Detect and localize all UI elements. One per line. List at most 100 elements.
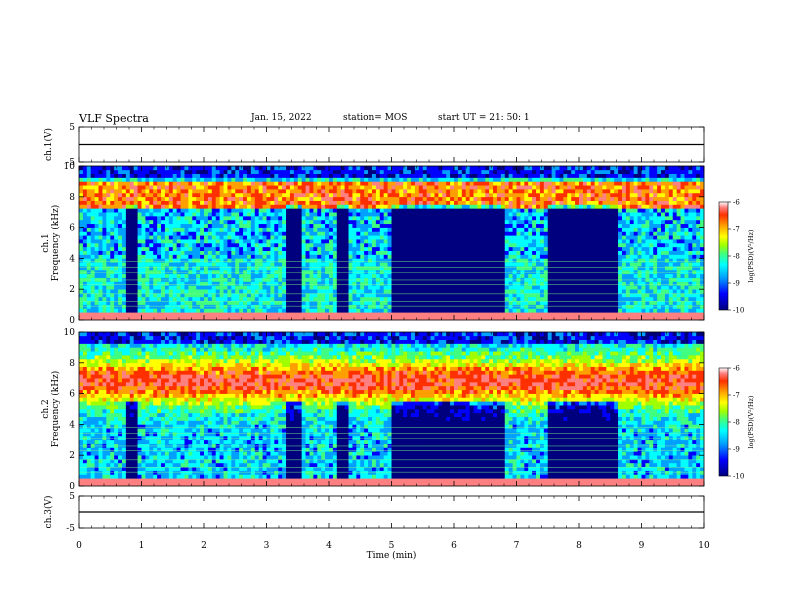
spectrogram-cell: [340, 273, 345, 278]
spectrogram-cell: [274, 250, 279, 255]
spectrogram-cell: [450, 293, 455, 298]
spectrogram-cell: [180, 231, 185, 236]
spectrogram-cell: [121, 258, 127, 263]
spectrogram-cell: [321, 239, 326, 244]
spectrogram-cell: [301, 219, 306, 225]
spectrogram-cell: [286, 250, 291, 255]
spectrogram-cell: [500, 273, 506, 278]
spectrogram-cell: [94, 169, 99, 174]
spectrogram-cell: [176, 235, 181, 240]
spectrogram-cell: [82, 289, 88, 294]
spectrogram-cell: [125, 166, 131, 171]
spectrogram-cell: [512, 300, 517, 305]
spectrogram-cell: [508, 173, 513, 178]
spectrogram-cell: [121, 189, 127, 194]
spectrogram-cell: [414, 258, 420, 263]
spectrogram-cell: [430, 227, 435, 232]
spectrogram-cell: [161, 250, 166, 255]
spectrogram-cell: [79, 262, 84, 267]
spectrogram-cell: [446, 231, 451, 236]
spectrogram-cell: [547, 296, 552, 302]
spectrogram-cell: [430, 308, 435, 313]
spectrogram-cell: [223, 219, 228, 225]
spectrogram-cell: [379, 219, 384, 225]
spectrogram-cell: [79, 296, 84, 302]
spectrogram-cell: [364, 231, 369, 236]
spectrogram-cell: [137, 312, 142, 317]
spectrogram-cell: [172, 227, 177, 232]
spectrogram-cell: [317, 177, 322, 182]
spectrogram-cell: [153, 204, 158, 209]
spectrogram-cell: [407, 266, 412, 271]
spectrogram-cell: [364, 296, 369, 302]
spectrogram-cell: [489, 204, 494, 209]
spectrogram-cell: [504, 316, 509, 321]
spectrogram-cell: [485, 227, 490, 232]
spectrogram-cell: [422, 316, 427, 321]
spectrogram-cell: [344, 208, 349, 213]
spectrogram-cell: [403, 223, 408, 228]
spectrogram-cell: [434, 239, 439, 244]
spectrogram-cell: [547, 273, 552, 278]
spectrogram-cell: [371, 308, 377, 313]
spectrogram-cell: [536, 312, 541, 317]
spectrogram-cell: [485, 219, 490, 225]
spectrogram-cell: [161, 316, 166, 321]
spectrogram-cell: [395, 285, 400, 290]
spectrogram-cell: [317, 304, 322, 309]
spectrogram-cell: [243, 304, 248, 309]
spectrogram-cell: [200, 243, 205, 248]
spectrogram-cell: [411, 239, 416, 244]
spectrogram-cell: [137, 173, 142, 178]
spectrogram-cell: [305, 243, 310, 248]
spectrogram-cell: [356, 204, 361, 209]
spectrogram-cell: [86, 308, 92, 313]
spectrogram-cell: [145, 189, 150, 194]
spectrogram-cell: [321, 243, 326, 248]
spectrogram-cell: [356, 239, 361, 244]
spectrogram-cell: [465, 219, 470, 225]
spectrogram-cell: [149, 185, 154, 190]
spectrogram-cell: [536, 204, 541, 209]
spectrogram-cell: [289, 231, 295, 236]
spectrogram-cell: [454, 219, 459, 225]
spectrogram-cell: [94, 227, 99, 232]
spectrogram-cell: [145, 308, 150, 313]
spectrogram-cell: [172, 204, 177, 209]
spectrogram-cell: [262, 166, 267, 171]
spectrogram-cell: [149, 173, 154, 178]
spectrogram-cell: [481, 173, 486, 178]
spectrogram-cell: [313, 312, 318, 317]
spectrogram-cell: [207, 227, 213, 232]
spectrogram-cell: [473, 250, 478, 255]
spectrogram-cell: [469, 239, 474, 244]
spectrogram-cell: [145, 304, 150, 309]
spectrogram-cell: [493, 289, 498, 294]
spectrogram-cell: [551, 250, 556, 255]
spectrogram-cell: [379, 216, 384, 221]
spectrogram-cell: [336, 312, 342, 317]
spectrogram-cell: [399, 273, 404, 278]
spectrogram-cell: [102, 273, 107, 278]
spectrogram-cell: [500, 293, 506, 298]
spectrogram-cell: [82, 246, 88, 251]
spectrogram-cell: [485, 258, 490, 263]
spectrogram-cell: [239, 250, 244, 255]
spectrogram-cell: [539, 173, 545, 178]
spectrogram-cell: [145, 185, 150, 190]
spectrogram-cell: [141, 166, 146, 171]
spectrogram-cell: [207, 293, 213, 298]
spectrogram-cell: [90, 289, 95, 294]
spectrogram-cell: [106, 254, 111, 259]
spectrogram-cell: [356, 227, 361, 232]
spectrogram-cell: [524, 166, 529, 171]
spectrogram-cell: [125, 316, 131, 321]
spectrogram-cell: [325, 181, 330, 186]
spectrogram-cell: [368, 200, 373, 205]
spectrogram-cell: [418, 312, 424, 317]
spectrogram-cell: [371, 216, 377, 221]
spectrogram-cell: [282, 181, 287, 186]
spectrogram-cell: [325, 285, 330, 290]
spectrogram-cell: [485, 296, 490, 302]
